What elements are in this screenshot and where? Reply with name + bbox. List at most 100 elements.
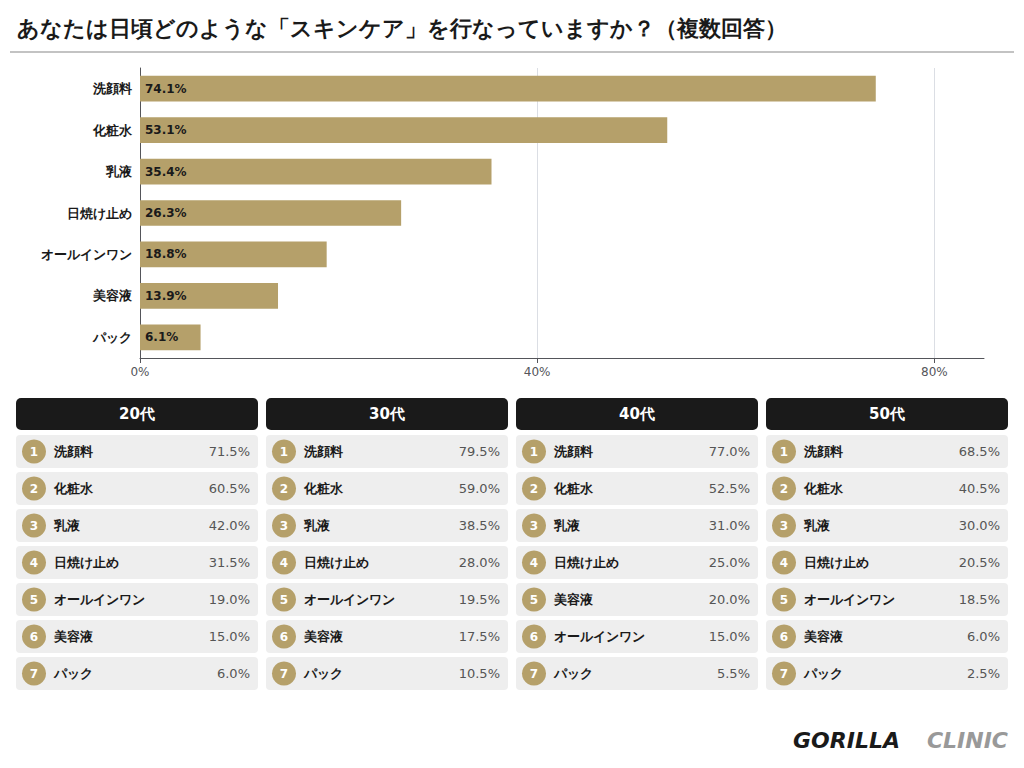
svg-text:20.5%: 20.5% — [959, 555, 1000, 570]
svg-text:日焼け止め: 日焼け止め — [554, 555, 619, 570]
svg-text:4: 4 — [780, 556, 788, 570]
svg-text:洗顔料: 洗顔料 — [53, 444, 93, 459]
svg-text:5: 5 — [780, 593, 788, 607]
svg-text:6: 6 — [780, 630, 788, 644]
svg-text:2: 2 — [280, 482, 288, 496]
svg-text:日焼け止め: 日焼け止め — [67, 206, 132, 221]
svg-text:30.0%: 30.0% — [959, 518, 1000, 533]
svg-text:68.5%: 68.5% — [959, 444, 1000, 459]
svg-text:77.0%: 77.0% — [709, 444, 750, 459]
svg-text:2: 2 — [780, 482, 788, 496]
svg-text:6.0%: 6.0% — [967, 629, 1000, 644]
svg-text:洗顔料: 洗顔料 — [553, 444, 593, 459]
svg-text:26.3%: 26.3% — [145, 206, 187, 220]
svg-text:あなたは日頃どのような「スキンケア」を行なっていますか？（複: あなたは日頃どのような「スキンケア」を行なっていますか？（複数回答） — [17, 16, 787, 41]
svg-text:パック: パック — [553, 666, 593, 681]
svg-text:オールインワン: オールインワン — [804, 592, 895, 607]
svg-text:31.5%: 31.5% — [209, 555, 250, 570]
svg-text:5: 5 — [280, 593, 288, 607]
svg-text:オールインワン: オールインワン — [41, 247, 132, 262]
svg-text:乳液: 乳液 — [553, 518, 581, 533]
svg-text:化粧水: 化粧水 — [553, 481, 594, 496]
svg-text:17.5%: 17.5% — [459, 629, 500, 644]
svg-text:2: 2 — [530, 482, 538, 496]
svg-text:6: 6 — [280, 630, 288, 644]
svg-text:31.0%: 31.0% — [709, 518, 750, 533]
svg-text:28.0%: 28.0% — [459, 555, 500, 570]
svg-text:18.5%: 18.5% — [959, 592, 1000, 607]
svg-text:30代: 30代 — [369, 405, 405, 423]
svg-text:6: 6 — [530, 630, 538, 644]
svg-text:美容液: 美容液 — [803, 629, 844, 644]
svg-text:1: 1 — [530, 445, 538, 459]
svg-text:洗顔料: 洗顔料 — [803, 444, 843, 459]
svg-text:3: 3 — [280, 519, 288, 533]
svg-text:15.0%: 15.0% — [709, 629, 750, 644]
svg-text:日焼け止め: 日焼け止め — [304, 555, 369, 570]
svg-text:52.5%: 52.5% — [709, 481, 750, 496]
svg-text:美容液: 美容液 — [553, 592, 594, 607]
svg-text:40%: 40% — [524, 365, 551, 379]
svg-text:日焼け止め: 日焼け止め — [54, 555, 119, 570]
svg-text:GORILLA: GORILLA — [793, 728, 900, 753]
svg-text:3: 3 — [30, 519, 38, 533]
svg-text:6.0%: 6.0% — [217, 666, 250, 681]
svg-text:パック: パック — [53, 666, 93, 681]
svg-text:35.4%: 35.4% — [145, 165, 187, 179]
svg-text:7: 7 — [530, 667, 538, 681]
svg-text:40代: 40代 — [619, 405, 655, 423]
svg-text:13.9%: 13.9% — [145, 289, 187, 303]
svg-text:オールインワン: オールインワン — [54, 592, 145, 607]
svg-text:19.5%: 19.5% — [459, 592, 500, 607]
svg-text:6: 6 — [30, 630, 38, 644]
svg-text:25.0%: 25.0% — [709, 555, 750, 570]
svg-text:美容液: 美容液 — [92, 288, 133, 303]
svg-text:10.5%: 10.5% — [459, 666, 500, 681]
svg-text:5.5%: 5.5% — [717, 666, 750, 681]
svg-text:5: 5 — [30, 593, 38, 607]
svg-text:15.0%: 15.0% — [209, 629, 250, 644]
svg-text:1: 1 — [30, 445, 38, 459]
svg-text:化粧水: 化粧水 — [53, 481, 94, 496]
svg-text:20.0%: 20.0% — [709, 592, 750, 607]
svg-text:乳液: 乳液 — [803, 518, 831, 533]
svg-text:71.5%: 71.5% — [209, 444, 250, 459]
svg-text:乳液: 乳液 — [303, 518, 331, 533]
svg-text:60.5%: 60.5% — [209, 481, 250, 496]
svg-text:化粧水: 化粧水 — [303, 481, 344, 496]
svg-text:38.5%: 38.5% — [459, 518, 500, 533]
svg-text:42.0%: 42.0% — [209, 518, 250, 533]
svg-text:74.1%: 74.1% — [145, 82, 187, 96]
svg-text:6.1%: 6.1% — [145, 330, 178, 344]
svg-text:乳液: 乳液 — [53, 518, 81, 533]
svg-text:5: 5 — [530, 593, 538, 607]
svg-text:CLINIC: CLINIC — [927, 728, 1008, 753]
svg-text:化粧水: 化粧水 — [803, 481, 844, 496]
svg-text:4: 4 — [280, 556, 288, 570]
svg-text:7: 7 — [280, 667, 288, 681]
svg-text:化粧水: 化粧水 — [92, 123, 133, 138]
svg-text:59.0%: 59.0% — [459, 481, 500, 496]
svg-text:40.5%: 40.5% — [959, 481, 1000, 496]
svg-text:美容液: 美容液 — [53, 629, 94, 644]
svg-text:美容液: 美容液 — [303, 629, 344, 644]
svg-text:2.5%: 2.5% — [967, 666, 1000, 681]
svg-text:20代: 20代 — [119, 405, 155, 423]
svg-text:4: 4 — [30, 556, 38, 570]
svg-text:18.8%: 18.8% — [145, 247, 187, 261]
svg-text:乳液: 乳液 — [105, 164, 133, 179]
svg-text:7: 7 — [780, 667, 788, 681]
svg-text:19.0%: 19.0% — [209, 592, 250, 607]
svg-text:4: 4 — [530, 556, 538, 570]
svg-text:1: 1 — [280, 445, 288, 459]
svg-text:0%: 0% — [130, 365, 149, 379]
svg-text:洗顔料: 洗顔料 — [92, 81, 132, 96]
svg-text:2: 2 — [30, 482, 38, 496]
svg-text:パック: パック — [803, 666, 843, 681]
svg-text:53.1%: 53.1% — [145, 123, 187, 137]
svg-text:オールインワン: オールインワン — [304, 592, 395, 607]
svg-text:パック: パック — [303, 666, 343, 681]
svg-text:3: 3 — [530, 519, 538, 533]
svg-text:80%: 80% — [921, 365, 948, 379]
svg-text:7: 7 — [30, 667, 38, 681]
